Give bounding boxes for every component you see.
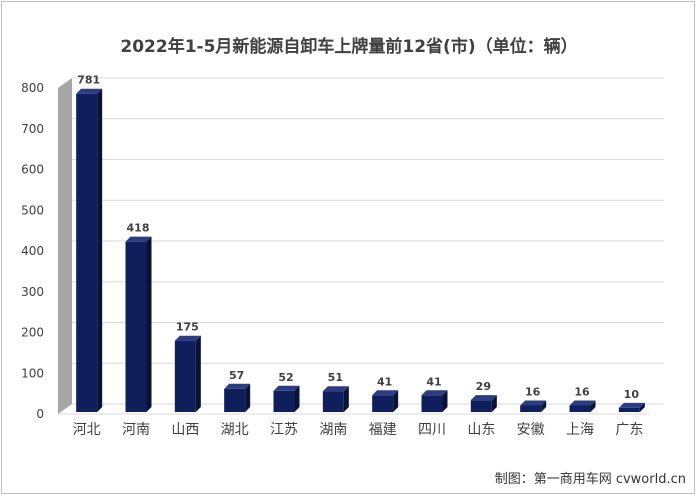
data-labels: 781 418 175 57 52 51 41 41 29 16 16 10 [77, 74, 639, 401]
x-tick-label: 安徽 [517, 422, 545, 438]
chart-title: 2022年1-5月新能源自卸车上牌量前12省(市)（单位：辆） [120, 37, 578, 57]
bar-top [372, 390, 399, 396]
bar-front [174, 340, 196, 412]
bar-side [195, 335, 201, 412]
x-tick-label: 广东 [615, 422, 643, 438]
bar-side [491, 395, 497, 412]
x-tick-label: 上海 [566, 422, 594, 438]
data-label: 16 [574, 385, 590, 398]
bar-side [343, 386, 349, 412]
data-label: 10 [624, 388, 640, 401]
bar-front [76, 93, 98, 413]
bar-front [273, 390, 295, 412]
bar-side [590, 400, 596, 412]
data-label: 41 [377, 375, 392, 388]
bar-side [294, 385, 300, 412]
data-label: 175 [176, 321, 199, 334]
data-label: 29 [476, 380, 491, 393]
bar-top [520, 400, 547, 406]
x-tick-label: 河北 [73, 422, 101, 438]
x-tick-label: 四川 [418, 422, 446, 438]
bar-side [442, 390, 448, 412]
bar [224, 383, 251, 412]
bar [174, 335, 201, 412]
bar-side [393, 390, 399, 412]
x-axis-labels: 河北 河南 山西 湖北 江苏 湖南 福建 四川 山东 安徽 上海 广东 [73, 422, 644, 438]
x-tick-label: 福建 [369, 422, 397, 438]
bar-top [125, 236, 152, 242]
bar-top [322, 386, 349, 392]
data-label: 57 [229, 369, 244, 382]
bar-side [97, 88, 103, 413]
bar-top [273, 385, 300, 391]
data-label: 418 [127, 222, 150, 235]
bar-side [639, 402, 645, 412]
data-label: 16 [525, 385, 541, 398]
bar-front [224, 388, 246, 412]
bar-top [76, 88, 103, 94]
bar-top [618, 402, 645, 408]
data-label: 781 [77, 74, 100, 87]
x-tick-label: 山东 [467, 422, 495, 438]
y-tick-label: 500 [21, 203, 44, 217]
bar-front [372, 395, 394, 412]
y-tick-label: 800 [21, 81, 44, 95]
bar-top [224, 383, 251, 389]
y-tick-label: 300 [21, 285, 44, 299]
bar-front [618, 407, 640, 412]
bar [372, 390, 399, 412]
bar-side [245, 383, 251, 412]
y-tick-label: 600 [21, 163, 44, 177]
bar [273, 385, 300, 412]
data-label: 52 [278, 371, 293, 384]
bar-top [421, 390, 448, 396]
side-wall [58, 78, 72, 414]
x-tick-label: 湖南 [319, 422, 347, 438]
y-tick-label: 0 [36, 407, 44, 421]
bar-front [125, 241, 147, 412]
data-label: 41 [426, 375, 441, 388]
x-tick-label: 河南 [122, 422, 150, 438]
bar [76, 88, 103, 413]
bar [520, 400, 547, 412]
bar-top [569, 400, 596, 406]
bar-front [322, 391, 344, 412]
bar-top [470, 395, 497, 401]
bar [470, 395, 497, 412]
bar [125, 236, 152, 412]
x-tick-label: 江苏 [270, 422, 298, 438]
bar [421, 390, 448, 412]
bars [76, 88, 645, 413]
bar-front [421, 395, 443, 412]
y-tick-label: 100 [21, 366, 44, 380]
bar-front [569, 405, 591, 412]
bar-side [541, 400, 547, 412]
bar [322, 386, 349, 412]
bar-front [520, 405, 542, 412]
y-tick-label: 400 [21, 244, 44, 258]
bar [569, 400, 596, 412]
bar-front [470, 400, 492, 412]
footer-credit: 制图：第一商用车网 cvworld.cn [494, 472, 686, 487]
y-tick-label: 700 [21, 122, 44, 136]
x-tick-label: 湖北 [221, 422, 249, 438]
bar [618, 402, 645, 412]
grid-lines [58, 77, 664, 415]
bar-top [174, 335, 201, 341]
y-axis-ticks: 0 100 200 300 400 500 600 700 800 [21, 81, 44, 421]
y-tick-label: 200 [21, 326, 44, 340]
chart-wall [58, 78, 72, 414]
data-label: 51 [328, 371, 343, 384]
x-tick-label: 山西 [171, 422, 199, 438]
bar-side [146, 236, 152, 412]
